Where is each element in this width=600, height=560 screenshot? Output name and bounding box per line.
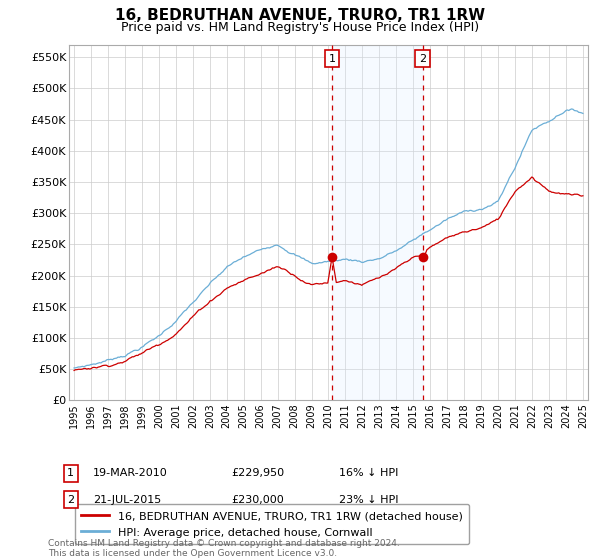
Text: 16, BEDRUTHAN AVENUE, TRURO, TR1 1RW: 16, BEDRUTHAN AVENUE, TRURO, TR1 1RW [115,8,485,24]
Text: £230,000: £230,000 [231,494,284,505]
Text: £229,950: £229,950 [231,468,284,478]
Text: 2: 2 [419,54,426,63]
Text: 23% ↓ HPI: 23% ↓ HPI [339,494,398,505]
Text: 1: 1 [329,54,335,63]
Text: 1: 1 [67,468,74,478]
Text: 16% ↓ HPI: 16% ↓ HPI [339,468,398,478]
Text: 2: 2 [67,494,74,505]
Bar [332,45,422,400]
Text: 19-MAR-2010: 19-MAR-2010 [93,468,168,478]
Text: Contains HM Land Registry data © Crown copyright and database right 2024.
This d: Contains HM Land Registry data © Crown c… [48,539,400,558]
Text: Price paid vs. HM Land Registry's House Price Index (HPI): Price paid vs. HM Land Registry's House … [121,21,479,34]
Legend: 16, BEDRUTHAN AVENUE, TRURO, TR1 1RW (detached house), HPI: Average price, detac: 16, BEDRUTHAN AVENUE, TRURO, TR1 1RW (de… [74,504,469,544]
Text: 21-JUL-2015: 21-JUL-2015 [93,494,161,505]
